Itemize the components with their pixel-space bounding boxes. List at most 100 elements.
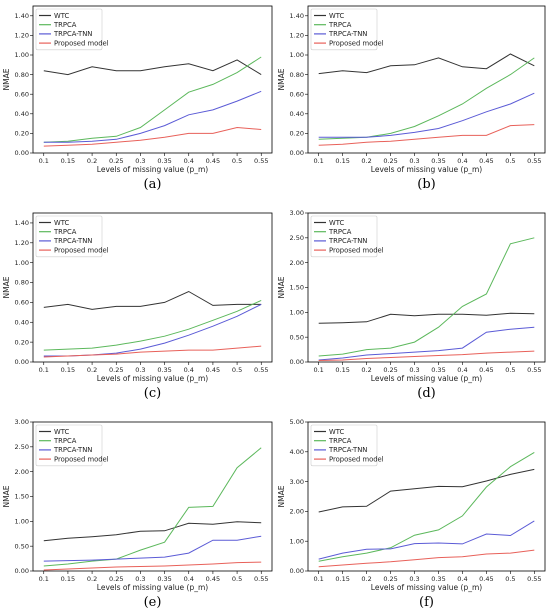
legend-label: WTC [329, 12, 344, 20]
y-tick-label: 1.00 [290, 51, 304, 59]
x-tick-label: 0.3 [409, 157, 419, 165]
legend-label: Proposed model [54, 246, 109, 254]
series-line-wtc [318, 468, 535, 513]
x-tick-label: 0.35 [431, 157, 445, 165]
y-axis-label: NMAE [2, 68, 11, 90]
legend-frame [35, 8, 103, 51]
x-tick-label: 0.55 [254, 157, 268, 165]
y-tick-label: 2.00 [290, 259, 304, 267]
series-line-wtc [43, 521, 262, 542]
y-axis-label: NMAE [277, 68, 286, 90]
legend-label: TRPCA-TNN [53, 237, 92, 245]
legend-label: TRPCA [53, 228, 77, 236]
x-tick-label: 0.1 [39, 366, 49, 374]
y-tick-label: 2.50 [15, 443, 29, 451]
y-axis-label: NMAE [277, 485, 286, 507]
x-tick-label: 0.15 [335, 157, 349, 165]
legend-label: TRPCA-TNN [53, 30, 92, 38]
series-line-trpca [43, 56, 262, 143]
x-tick-label: 0.45 [479, 575, 493, 583]
x-tick-label: 0.35 [431, 366, 445, 374]
y-tick-label: 2.00 [15, 468, 29, 476]
y-tick-label: 0.80 [15, 279, 29, 287]
x-tick-label: 0.15 [61, 575, 75, 583]
panel-caption: (a) [144, 177, 162, 192]
x-axis-label: Levels of missing value (p_m) [371, 583, 483, 592]
x-tick-label: 0.5 [232, 157, 242, 165]
chart-panel-d: 0.00 0.50 1.00 1.50 2.00 2.50 3.00 0.1 0.15 0.2 0.… [277, 209, 546, 401]
series-line-proposed-model [43, 345, 262, 358]
y-tick-label: 0.20 [15, 130, 29, 138]
chart-panel-c: 0.00 0.20 0.40 0.60 0.80 1.00 1.20 1.40 0.1 0.15 0… [2, 212, 273, 401]
panel-caption: (f) [419, 595, 434, 610]
x-tick-label: 0.4 [457, 575, 467, 583]
legend-label: TRPCA-TNN [328, 446, 367, 454]
x-tick-label: 0.5 [505, 575, 515, 583]
legend-label: TRPCA [328, 437, 352, 445]
y-tick-label: 1.20 [290, 32, 304, 40]
plot-frame [32, 5, 273, 154]
x-tick-label: 0.5 [232, 366, 242, 374]
series-line-trpca-tnn [43, 90, 262, 143]
chart-panel-b: 0.00 0.20 0.40 0.60 0.80 1.00 1.20 1.40 0.1 0.15 0… [277, 5, 546, 192]
y-tick-label: 0.80 [290, 71, 304, 79]
series-line-wtc [43, 59, 262, 76]
x-axis-label: Levels of missing value (p_m) [97, 583, 209, 592]
y-tick-label: 0.20 [15, 338, 29, 346]
x-tick-label: 0.3 [135, 366, 145, 374]
y-tick-label: 1.50 [290, 284, 304, 292]
series-line-wtc [318, 312, 535, 324]
y-tick-label: 0.50 [290, 333, 304, 341]
x-tick-label: 0.55 [527, 157, 541, 165]
y-tick-label: 2.00 [290, 508, 304, 516]
legend-label: TRPCA-TNN [53, 446, 92, 454]
x-tick-label: 0.15 [335, 575, 349, 583]
series-line-proposed-model [318, 124, 535, 146]
series-line-proposed-model [318, 549, 535, 568]
legend-label: TRPCA [53, 437, 77, 445]
y-tick-label: 0.50 [15, 542, 29, 550]
legend-label: TRPCA-TNN [328, 30, 367, 38]
y-tick-label: 1.40 [290, 12, 304, 20]
y-tick-label: 1.50 [15, 493, 29, 501]
x-tick-label: 0.35 [157, 575, 171, 583]
x-tick-label: 0.2 [361, 157, 371, 165]
x-tick-label: 0.15 [61, 157, 75, 165]
legend-label: TRPCA [53, 21, 77, 29]
x-tick-label: 0.25 [383, 366, 397, 374]
x-tick-label: 0.55 [254, 366, 268, 374]
x-tick-label: 0.25 [109, 575, 123, 583]
y-tick-label: 0.00 [15, 567, 29, 575]
y-tick-label: 0.00 [290, 149, 304, 157]
legend-label: WTC [54, 12, 69, 20]
x-axis-label: Levels of missing value (p_m) [97, 374, 209, 383]
plot-frame [32, 212, 273, 363]
legend-label: TRPCA [328, 21, 352, 29]
x-tick-label: 0.4 [457, 157, 467, 165]
y-tick-label: 2.50 [290, 234, 304, 242]
series-line-wtc [43, 290, 262, 310]
legend-label: Proposed model [329, 455, 384, 463]
legend-label: TRPCA [328, 228, 352, 236]
x-axis-label: Levels of missing value (p_m) [97, 165, 209, 174]
x-tick-label: 0.5 [232, 575, 242, 583]
x-tick-label: 0.4 [184, 157, 194, 165]
chart-panel-e: 0.00 0.50 1.00 1.50 2.00 2.50 3.00 0.1 0.15 0.2 0.… [2, 418, 273, 610]
x-tick-label: 0.25 [109, 366, 123, 374]
y-tick-label: 0.60 [15, 299, 29, 307]
legend-frame [310, 424, 378, 467]
legend-frame [310, 215, 378, 258]
x-tick-label: 0.3 [409, 575, 419, 583]
x-tick-label: 0.2 [87, 575, 97, 583]
legend-frame [35, 424, 103, 467]
x-tick-label: 0.1 [313, 366, 323, 374]
y-tick-label: 1.00 [15, 259, 29, 267]
panel-caption: (e) [144, 595, 162, 610]
legend-label: WTC [54, 428, 69, 436]
plot-frame [307, 5, 546, 154]
y-tick-label: 0.60 [15, 90, 29, 98]
